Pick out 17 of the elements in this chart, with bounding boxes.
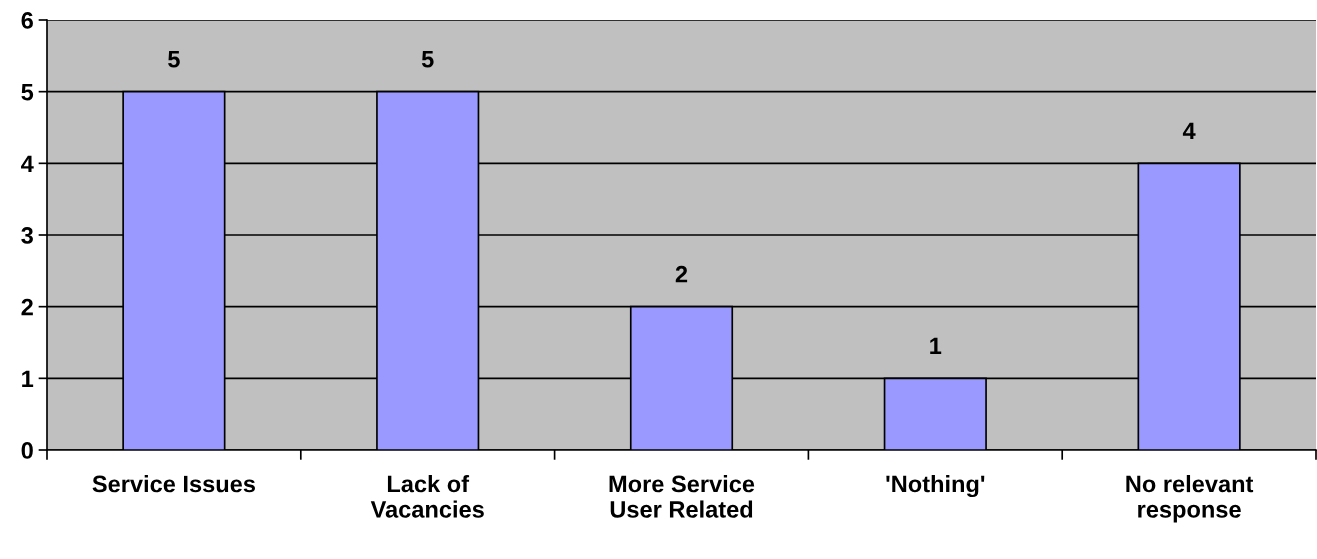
- y-tick-label: 2: [21, 298, 33, 316]
- data-label: 5: [421, 51, 434, 68]
- data-label: 5: [168, 51, 180, 68]
- x-tick-label: Lack of Vacancies: [370, 475, 484, 518]
- y-tick-label: 3: [21, 227, 33, 244]
- y-tick-label: 6: [21, 12, 33, 29]
- x-tick-label: 'Nothing': [886, 475, 985, 498]
- y-tick-label: 5: [21, 83, 34, 101]
- y-tick-label: 4: [21, 155, 34, 172]
- x-tick-label: More Service User Related: [609, 475, 755, 518]
- x-tick-label: Service Issues: [92, 475, 255, 493]
- y-tick-label: 1: [22, 370, 34, 387]
- data-label: 2: [675, 265, 688, 283]
- x-tick-label: No relevant response: [1126, 475, 1254, 523]
- y-tick-label: 0: [21, 442, 33, 459]
- data-label: 1: [930, 337, 942, 354]
- data-label: 4: [1182, 122, 1196, 139]
